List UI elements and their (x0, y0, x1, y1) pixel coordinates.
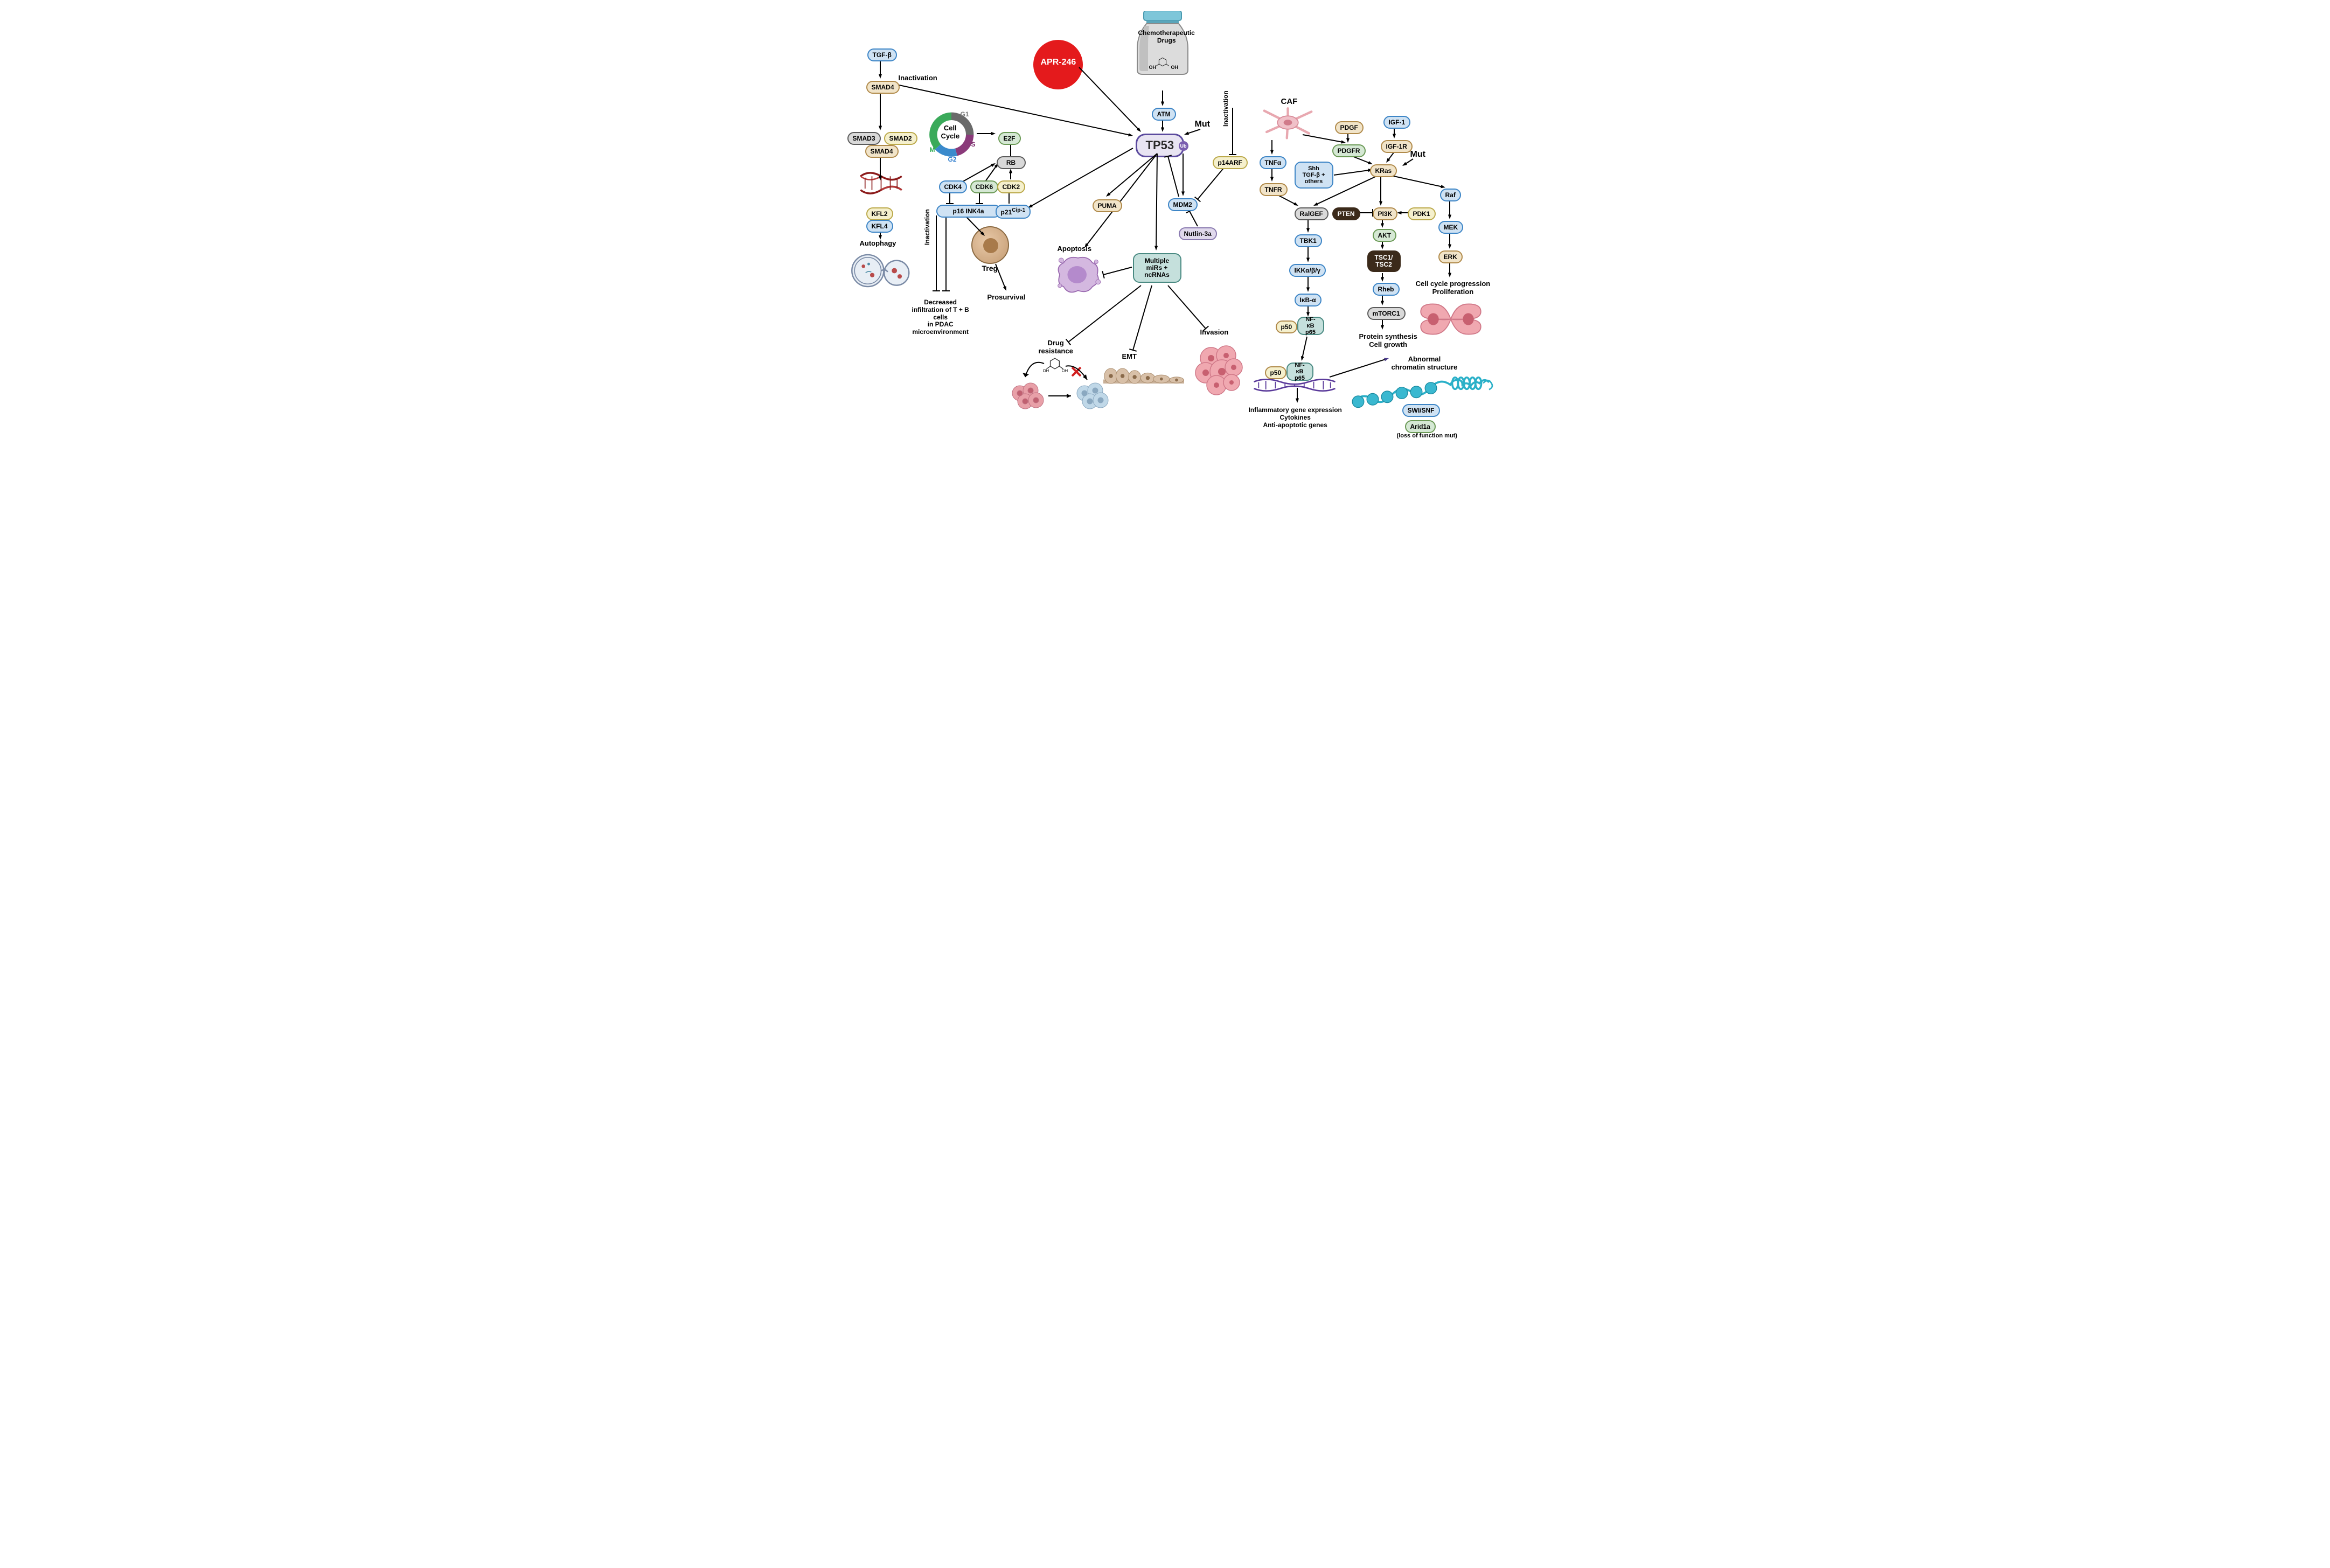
apoptosis-cell-icon (1054, 253, 1102, 296)
s-label: S (971, 141, 976, 149)
tnfr-node: TNFR (1260, 183, 1288, 196)
nfkb2-node: NF-κB p65 (1286, 363, 1313, 381)
pi3k-node: PI3K (1373, 207, 1398, 220)
arid1a-node: Arid1a (1405, 420, 1436, 433)
protsynth-label: Protein synthesis Cell growth (1359, 333, 1417, 349)
inactivation1-label: Inactivation (899, 74, 937, 82)
ikba-node: IκB-α (1295, 294, 1322, 306)
p50b-node: p50 (1265, 366, 1287, 379)
tnfa-node: TNFα (1260, 156, 1287, 169)
m-label: M (930, 147, 935, 154)
invasion-cells-icon (1190, 339, 1249, 399)
inactivation3-label: Inactivation (1222, 90, 1230, 127)
treg-label: Treg (982, 264, 998, 273)
cdk6-node: CDK6 (970, 180, 999, 193)
g1-label: G1 (961, 111, 969, 119)
g2-label: G2 (948, 156, 957, 164)
rb-node: RB (997, 156, 1026, 169)
mut2-label: Mut (1410, 150, 1425, 159)
abnormal-label: Abnormal chromatin structure (1392, 356, 1458, 372)
cellcycleprog-label: Cell cycle progression Proliferation (1416, 280, 1491, 296)
tp53-node: TP53 (1136, 134, 1185, 157)
prosurvival-label: Prosurvival (987, 294, 1026, 302)
smad4a-node: SMAD4 (866, 81, 900, 94)
chemo-label: Chemotherapeutic Drugs (1138, 30, 1195, 45)
rheb-node: Rheb (1373, 283, 1400, 296)
smad4b-node: SMAD4 (865, 145, 899, 158)
tgfb-node: TGF-β (867, 48, 897, 61)
tsc-node: TSC1/ TSC2 (1367, 250, 1401, 272)
nfkb1-node: NF-κB p65 (1297, 317, 1324, 335)
cdk4-node: CDK4 (939, 180, 968, 193)
dna-icon (858, 167, 904, 199)
mtorc-node: mTORC1 (1367, 307, 1406, 320)
ikk-node: IKKα/β/γ (1289, 264, 1326, 277)
atm-node: ATM (1152, 108, 1176, 121)
p14arf-node: p14ARF (1213, 156, 1248, 169)
pdk1-node: PDK1 (1408, 207, 1436, 220)
smad3-node: SMAD3 (847, 132, 881, 145)
svg-text:OH: OH (1042, 368, 1049, 373)
cdk2-node: CDK2 (997, 180, 1026, 193)
autophagy-label: Autophagy (860, 240, 896, 248)
emt-label: EMT (1122, 353, 1137, 361)
kfl4-node: KFL4 (866, 220, 893, 233)
swisnf-node: SWI/SNF (1402, 404, 1440, 417)
inflam-label: Inflammatory gene expression Cytokines A… (1249, 407, 1342, 429)
apr246-label: APR-246 (1041, 58, 1076, 67)
emt-icon (1103, 361, 1184, 391)
ubiquitin-badge: Ub (1179, 141, 1188, 151)
inactivation2v-label: Inactivation (924, 209, 931, 245)
mek-node: MEK (1438, 221, 1464, 234)
igf1r-node: IGF-1R (1381, 140, 1413, 153)
dividing-cell-icon (1416, 299, 1486, 339)
oh2-label: OH (1171, 65, 1179, 70)
akt-node: AKT (1373, 229, 1397, 242)
pdgfr-node: PDGFR (1332, 144, 1366, 157)
mdm2-node: MDM2 (1168, 198, 1198, 211)
p50a-node: p50 (1276, 320, 1298, 333)
raf-node: Raf (1440, 189, 1461, 201)
drugres-label: Drug resistance (1039, 339, 1073, 356)
p21-node: p21Cip-1 (996, 205, 1031, 219)
lossfunc-label: (loss of function mut) (1397, 433, 1457, 440)
ralgef-node: RalGEF (1295, 207, 1329, 220)
invasion-label: Invasion (1200, 329, 1229, 337)
decreased-label: Decreased infiltration of T + B cells in… (912, 299, 969, 336)
tbk1-node: TBK1 (1295, 234, 1322, 247)
e2f-node: E2F (998, 132, 1021, 145)
shh-node: Shh TGF-β + others (1295, 162, 1333, 189)
autophagy-icon (850, 250, 912, 291)
cellcycle-label: Cell Cycle (941, 124, 960, 141)
igf1-node: IGF-1 (1383, 116, 1411, 129)
erk-node: ERK (1438, 250, 1463, 263)
p16-node: p16 INK4a (936, 205, 1001, 218)
kras-node: KRas (1370, 164, 1397, 177)
apoptosis-label: Apoptosis (1058, 245, 1092, 253)
mirs-node: Multiple miRs + ncRNAs (1133, 253, 1181, 283)
mut1-label: Mut (1195, 120, 1210, 129)
pdgf-node: PDGF (1335, 121, 1364, 134)
drug-resistance-icon: OH OH (1006, 353, 1114, 417)
kfl2-node: KFL2 (866, 207, 893, 220)
caf-cell-icon (1260, 105, 1316, 140)
oh1-label: OH (1149, 65, 1157, 70)
pten-node: PTEN (1332, 207, 1360, 220)
treg-cell-icon (971, 226, 1009, 264)
puma-node: PUMA (1093, 199, 1122, 212)
caf-label: CAF (1281, 97, 1298, 106)
nutlin-node: Nutlin-3a (1179, 227, 1217, 240)
svg-text:OH: OH (1061, 368, 1068, 373)
smad2-node: SMAD2 (884, 132, 917, 145)
